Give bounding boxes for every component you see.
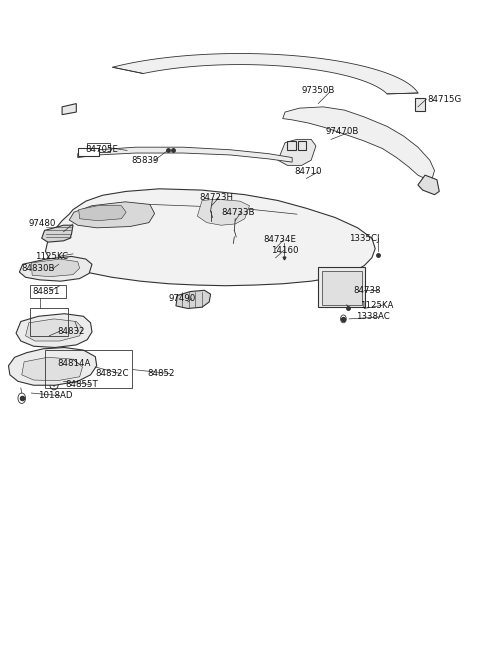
Bar [318,267,365,307]
Polygon shape [9,348,96,385]
Text: 84715G: 84715G [427,94,462,104]
Polygon shape [112,54,418,94]
Text: 97470B: 97470B [325,127,359,136]
Text: 84832: 84832 [57,327,85,336]
Polygon shape [69,202,155,228]
Bar [45,350,132,388]
Polygon shape [278,139,316,165]
Polygon shape [25,319,83,341]
Polygon shape [197,199,250,225]
Polygon shape [79,206,126,220]
Text: 84855T: 84855T [65,380,98,389]
Bar [30,285,66,298]
Polygon shape [19,256,92,281]
Text: 84710: 84710 [295,167,322,176]
Text: 97480: 97480 [29,219,56,228]
Bar [322,271,362,304]
Circle shape [52,381,56,386]
Polygon shape [22,358,83,380]
Text: 84832C: 84832C [96,369,129,378]
Text: 1018AD: 1018AD [38,391,73,400]
Text: 84723H: 84723H [200,194,234,203]
Text: 84852: 84852 [147,369,175,378]
Bar [87,143,110,152]
Text: 97350B: 97350B [301,86,335,95]
Polygon shape [283,107,434,180]
Text: 84814A: 84814A [57,359,91,368]
Text: 84830B: 84830B [22,264,55,274]
Text: 84733B: 84733B [221,208,254,216]
Polygon shape [418,175,439,195]
Text: 84738: 84738 [354,286,382,295]
Text: 1125KA: 1125KA [360,300,393,310]
Polygon shape [62,104,76,115]
Polygon shape [16,314,92,348]
Text: 84734E: 84734E [264,235,297,244]
Text: 84851: 84851 [33,287,60,296]
Text: 1338AC: 1338AC [356,312,390,321]
Text: 1335CJ: 1335CJ [349,234,380,243]
Bar [415,98,425,111]
Polygon shape [78,147,292,162]
Text: 14160: 14160 [271,246,299,255]
Bar [30,308,68,336]
Text: 85839: 85839 [131,156,158,165]
Polygon shape [42,225,73,242]
Polygon shape [176,290,211,308]
Bar [78,148,99,156]
Polygon shape [31,259,80,277]
Text: 97490: 97490 [169,295,196,303]
Polygon shape [46,189,375,286]
Text: 1125KC: 1125KC [35,252,68,261]
Text: 84705E: 84705E [86,144,119,154]
